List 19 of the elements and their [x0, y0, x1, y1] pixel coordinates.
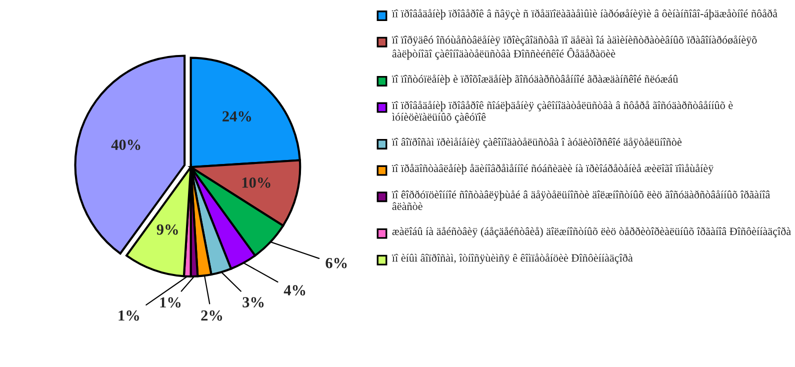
legend-label: ïî êîððóïöèîííîé ñîñòàâëÿþùåé â äåÿòåëüíîñòè äîëæíîñòíûõ ëèö ãîñóäàðñòâåííûõ îðãàíîâ âëàñòè [392, 190, 770, 210]
data-label: 3% [242, 297, 264, 308]
legend-label: ïî ïðåäîñòàâëåíèþ åäèíîâðåìåííîé ñóáñèäèè íà ïðèîáðåòåíèå æèëîãî ïîìåùåíèÿ [392, 164, 714, 174]
data-label: 24% [222, 111, 252, 122]
data-label: 4% [284, 285, 306, 296]
data-label: 1% [160, 297, 181, 308]
legend-label: ïî èíûì âîïðîñàì, îòíîñÿùèìñÿ ê êîìïåòåíöèè Ðîñôèííàäçîðà [392, 254, 633, 264]
data-label: 1% [118, 310, 139, 321]
legend-label: ïî ïîñòóïëåíèþ è ïðîõîæäåíèþ ãîñóäàðñòâåííîé ãðàæäàíñêîé ñëóæáû [392, 74, 678, 86]
data-label: 40% [111, 140, 140, 150]
data-label: 9% [156, 224, 178, 235]
data-label: 10% [242, 177, 270, 188]
legend-label: ïî ïðîâåäåíèþ ïðîâåðîê â ñâÿçè ñ ïðåäïîëàãàåìûìè íàðóøåíèÿìè â ôèíàíñîâî-áþäæåòíîé ñôåðå [392, 9, 778, 20]
legend-label: æàëîáû íà äåéñòâèÿ (áåçäåéñòâèå) äîëæíîñòíûõ ëèö òåððèòîðèàëüíûõ îðãàíîâ Ðîñôèííàäçîðà [392, 226, 791, 238]
data-label: 6% [326, 258, 347, 268]
data-label: 2% [201, 310, 222, 321]
legend-label: ïî ïðîâåäåíèþ ïðîâåðîê ñîáëþäåíèÿ çàêîíîäàòåëüñòâà â ñôåðå ãîñóäàðñòâåííûõ è ìóíèöèïàëüíûõ çàêóïîê [392, 100, 733, 123]
legend-label: ïî âîïðîñàì ïðèìåíåíèÿ çàêîíîäàòåëüñòâà î àóäèòîðñêîé äåÿòåëüíîñòè [392, 138, 682, 148]
legend-label: ïî ïîðÿäêó îñóùåñòâëåíèÿ ïðîèçâîäñòâà ïî äåëàì îá àäìèíèñòðàòèâíûõ ïðàâîíàðóøåíèÿõ âàëþòíîãî çàêîíîäàòåëüñòâà Ðîññèéñêîé Ôåäåðàöèè [392, 35, 757, 60]
